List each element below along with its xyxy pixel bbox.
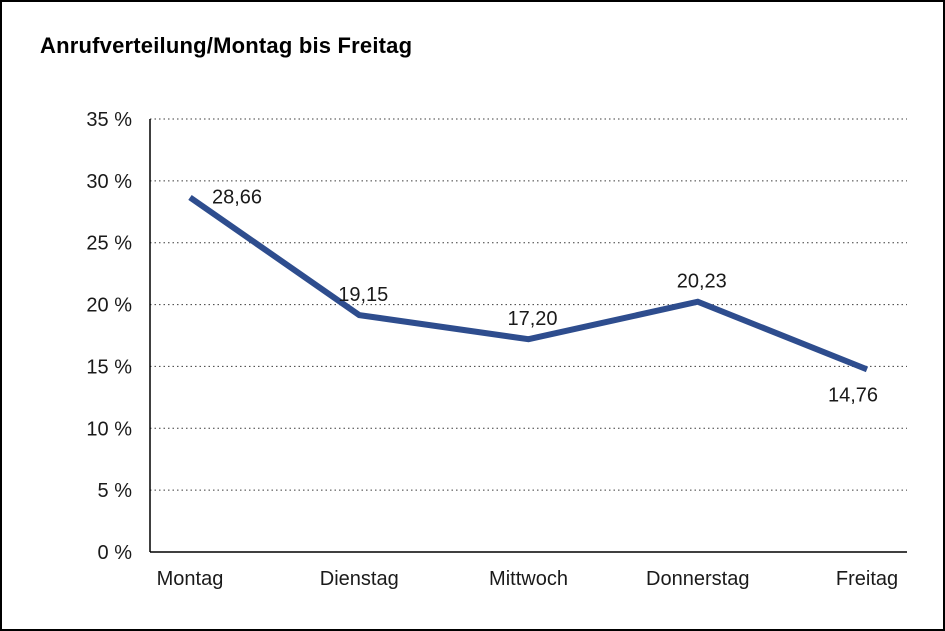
y-tick-label: 15 %	[86, 356, 132, 378]
data-point-label: 19,15	[338, 284, 388, 306]
x-category-label: Donnerstag	[646, 568, 749, 590]
y-tick-label: 10 %	[86, 418, 132, 440]
data-series-line	[188, 194, 869, 373]
data-point-label: 17,20	[507, 308, 557, 330]
x-category-label: Montag	[157, 568, 224, 590]
y-tick-label: 0 %	[98, 542, 133, 564]
data-point-label: 20,23	[677, 271, 727, 293]
y-tick-label: 5 %	[98, 480, 133, 502]
x-category-label: Mittwoch	[489, 568, 568, 590]
y-tick-label: 35 %	[86, 109, 132, 131]
data-point-label: 14,76	[828, 384, 878, 406]
data-point-label: 28,66	[212, 186, 262, 208]
x-category-label: Freitag	[836, 568, 898, 590]
y-tick-label: 20 %	[86, 295, 132, 317]
y-tick-label: 25 %	[86, 233, 132, 255]
x-category-label: Dienstag	[320, 568, 399, 590]
chart-title: Anrufverteilung/Montag bis Freitag	[40, 33, 413, 58]
y-tick-label: 30 %	[86, 171, 132, 193]
